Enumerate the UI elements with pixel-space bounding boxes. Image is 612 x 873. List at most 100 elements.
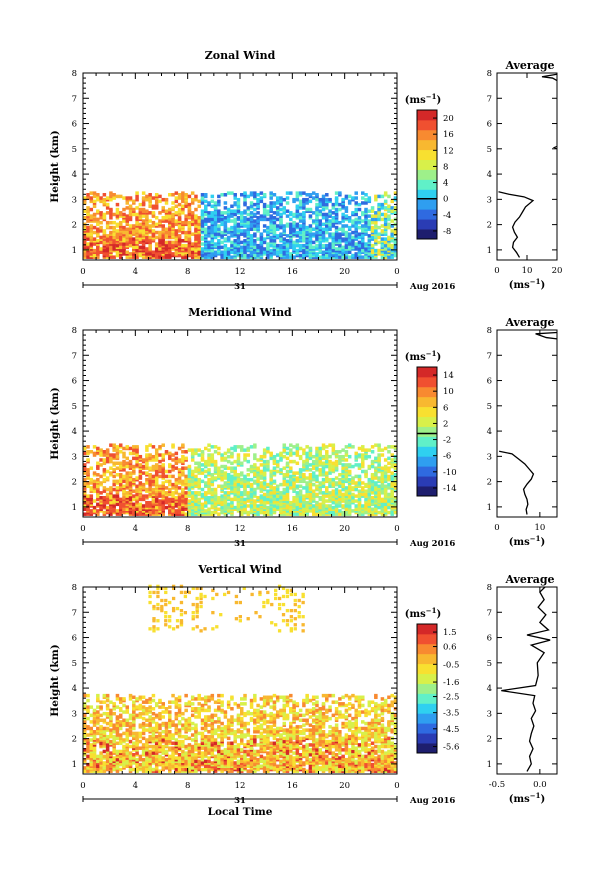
- heatmap-cell: [96, 461, 100, 466]
- profile-y-tick-label: 4: [487, 170, 492, 180]
- heatmap-cell: [321, 197, 326, 202]
- heatmap-cell: [161, 481, 165, 485]
- heatmap-cell: [177, 224, 182, 228]
- heatmap-cell: [331, 206, 336, 210]
- heatmap-cell: [125, 445, 130, 449]
- heatmap-cell: [115, 473, 120, 477]
- heatmap-cell: [347, 232, 352, 236]
- heatmap-cell: [298, 216, 303, 220]
- heatmap-cell: [325, 504, 329, 508]
- heatmap-cell: [266, 245, 270, 250]
- heatmap-cell: [256, 193, 260, 197]
- heatmap-cell: [334, 212, 339, 217]
- heatmap-cell: [161, 500, 165, 505]
- heatmap-cell: [83, 253, 87, 258]
- heatmap-cell: [334, 512, 339, 516]
- heatmap-cell: [187, 482, 192, 487]
- heatmap-cell: [151, 229, 156, 233]
- heatmap-cell: [132, 761, 136, 765]
- heatmap-cell: [253, 191, 257, 195]
- heatmap-cell: [249, 445, 254, 449]
- heatmap-cell: [390, 505, 394, 510]
- heatmap-cell: [118, 736, 123, 741]
- heatmap-cell: [387, 243, 391, 248]
- heatmap-cell: [282, 479, 287, 484]
- heatmap-cell: [109, 240, 113, 245]
- heatmap-cell: [122, 479, 126, 484]
- heatmap-cell: [83, 713, 87, 718]
- heatmap-cell: [151, 454, 156, 459]
- heatmap-cell: [318, 209, 322, 213]
- heatmap-cell: [259, 484, 264, 489]
- colorbar-swatch: [417, 209, 437, 220]
- heatmap-cell: [256, 486, 260, 490]
- heatmap-cell: [96, 222, 100, 227]
- heatmap-cell: [364, 492, 368, 497]
- heatmap-cell: [256, 504, 260, 508]
- heatmap-cell: [112, 479, 116, 484]
- heatmap-cell: [145, 477, 149, 482]
- heatmap-cell: [321, 507, 326, 512]
- heatmap-cell: [246, 240, 251, 245]
- colorbar-tick-label: -6: [443, 452, 451, 462]
- heatmap-cell: [285, 512, 290, 516]
- heatmap-cell: [315, 466, 319, 470]
- heatmap-cell: [374, 217, 378, 222]
- heatmap-cell: [246, 212, 251, 217]
- heatmap-cell: [341, 463, 345, 467]
- heatmap-cell: [233, 239, 237, 243]
- heatmap-cell: [112, 507, 116, 512]
- heatmap-cell: [285, 209, 290, 213]
- heatmap-cell: [367, 496, 372, 500]
- profile-y-tick-label: 3: [487, 452, 492, 462]
- heatmap-cell: [390, 206, 394, 210]
- heatmap-cell: [204, 474, 208, 479]
- heatmap-cell: [266, 255, 270, 259]
- heatmap-cell: [145, 504, 149, 508]
- colorbar-tick-label: 0: [443, 195, 448, 205]
- heatmap-cell: [109, 443, 113, 447]
- heatmap-cell: [354, 451, 358, 456]
- heatmap-cell: [279, 217, 283, 222]
- heatmap-cell: [118, 245, 123, 250]
- heatmap-cell: [194, 491, 198, 495]
- heatmap-cell: [393, 482, 398, 487]
- heatmap-cell: [92, 489, 97, 493]
- heatmap-cell: [272, 504, 277, 508]
- heatmap-cell: [321, 212, 326, 217]
- heatmap-cell: [197, 235, 201, 240]
- heatmap-cell: [331, 245, 336, 250]
- heatmap-cell: [125, 494, 130, 498]
- heatmap-cell: [334, 201, 339, 205]
- heatmap-cell: [190, 469, 195, 474]
- heatmap-cell: [141, 497, 146, 502]
- heatmap-cell: [344, 477, 349, 482]
- heatmap-cell: [89, 497, 94, 502]
- heatmap-cell: [289, 191, 293, 195]
- heatmap-cell: [89, 477, 94, 482]
- heatmap-cell: [387, 482, 391, 487]
- heatmap-cell: [236, 216, 241, 220]
- heatmap-cell: [246, 473, 251, 477]
- heatmap-cell: [374, 486, 378, 490]
- heatmap-cell: [135, 229, 139, 233]
- heatmap-cell: [128, 217, 133, 222]
- heatmap-cell: [380, 473, 385, 477]
- heatmap-cell: [328, 504, 332, 508]
- heatmap-cell: [204, 446, 208, 451]
- heatmap-cell: [102, 477, 107, 482]
- heatmap-cell: [115, 232, 120, 236]
- heatmap-cell: [92, 499, 97, 503]
- heatmap-cell: [210, 214, 215, 218]
- heatmap-cell: [311, 232, 316, 236]
- heatmap-cell: [292, 502, 296, 507]
- profile-y-tick-label: 5: [487, 145, 492, 155]
- heatmap-cell: [164, 486, 169, 490]
- y-tick-label: 1: [72, 503, 77, 513]
- heatmap-cell: [109, 230, 113, 235]
- heatmap-cell: [151, 487, 156, 492]
- heatmap-cell: [331, 224, 336, 228]
- heatmap-cell: [331, 489, 336, 493]
- heatmap-cell: [128, 212, 133, 217]
- heatmap-cell: [86, 705, 90, 709]
